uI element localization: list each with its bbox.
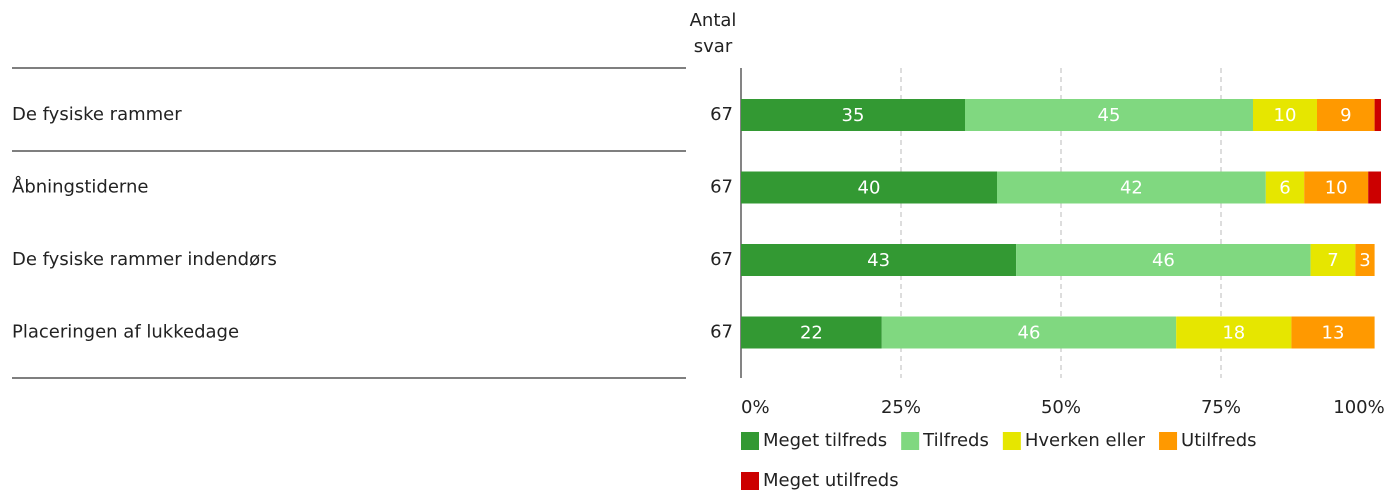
x-tick-label: 0% — [741, 397, 770, 418]
x-tick-label: 100% — [1333, 397, 1384, 418]
legend-swatch — [901, 432, 920, 450]
value-label: 43 — [867, 250, 890, 271]
bar-segment — [1176, 316, 1292, 349]
bar-segment — [881, 316, 1177, 349]
value-label: 35 — [842, 105, 865, 126]
value-label: 10 — [1325, 178, 1348, 199]
value-label: 46 — [1152, 250, 1175, 271]
value-label: 45 — [1098, 105, 1121, 126]
bar-segment — [1355, 244, 1375, 276]
legend-swatch — [1159, 432, 1178, 450]
x-tick-label: 75% — [1201, 397, 1241, 418]
count-label: 67 — [710, 104, 733, 125]
x-tick-label: 50% — [1041, 397, 1081, 418]
bar-segment — [1317, 99, 1375, 131]
legend-label: Utilfreds — [1181, 430, 1256, 451]
category-label: Placeringen af lukkedage — [12, 322, 239, 343]
value-label: 7 — [1327, 250, 1338, 271]
legend-item: Tilfreds — [901, 430, 989, 451]
legend-swatch — [741, 472, 759, 490]
bar-segment — [1253, 99, 1317, 131]
bar-segment — [1291, 316, 1375, 349]
legend-label: Meget tilfreds — [763, 430, 887, 451]
value-label: 3 — [1359, 250, 1370, 271]
legend-item: Hverken eller — [1002, 430, 1146, 451]
bar-segment — [741, 244, 1017, 276]
bar-segment — [997, 171, 1266, 204]
legend-item: Meget tilfreds — [741, 430, 887, 451]
value-label: 42 — [1120, 178, 1143, 199]
legend-swatch — [1002, 432, 1021, 450]
count-label: 67 — [710, 177, 733, 198]
value-label: 46 — [1018, 323, 1041, 344]
value-label: 6 — [1279, 178, 1290, 199]
bar-segment — [1374, 99, 1381, 131]
legend-swatch — [741, 432, 759, 450]
legend-item: Meget utilfreds — [741, 470, 899, 491]
legend-label: Hverken eller — [1025, 430, 1146, 451]
bar-segment — [1016, 244, 1311, 276]
bar-segment — [1265, 171, 1305, 204]
category-label: De fysiske rammer indendørs — [12, 249, 277, 270]
value-label: 22 — [800, 323, 823, 344]
bar-segment — [741, 99, 965, 131]
legend-label: Tilfreds — [922, 430, 989, 451]
category-label: Åbningstiderne — [12, 176, 149, 198]
bar-segment — [741, 316, 882, 349]
count-header: Antal svar — [689, 10, 737, 57]
count-label: 67 — [710, 322, 733, 343]
bar-segment — [1368, 171, 1381, 204]
value-label: 40 — [858, 178, 881, 199]
legend-label: Meget utilfreds — [763, 470, 899, 491]
count-label: 67 — [710, 249, 733, 270]
value-label: 13 — [1322, 323, 1345, 344]
value-label: 10 — [1274, 105, 1297, 126]
bar-segment — [965, 99, 1253, 131]
bar-segment — [1310, 244, 1356, 276]
bar-segment — [1304, 171, 1369, 204]
category-label: De fysiske rammer — [12, 104, 182, 125]
value-label: 18 — [1222, 323, 1245, 344]
value-label: 9 — [1340, 105, 1351, 126]
bar-segment — [741, 171, 997, 204]
legend-item: Utilfreds — [1159, 430, 1257, 451]
x-tick-label: 25% — [881, 397, 921, 418]
